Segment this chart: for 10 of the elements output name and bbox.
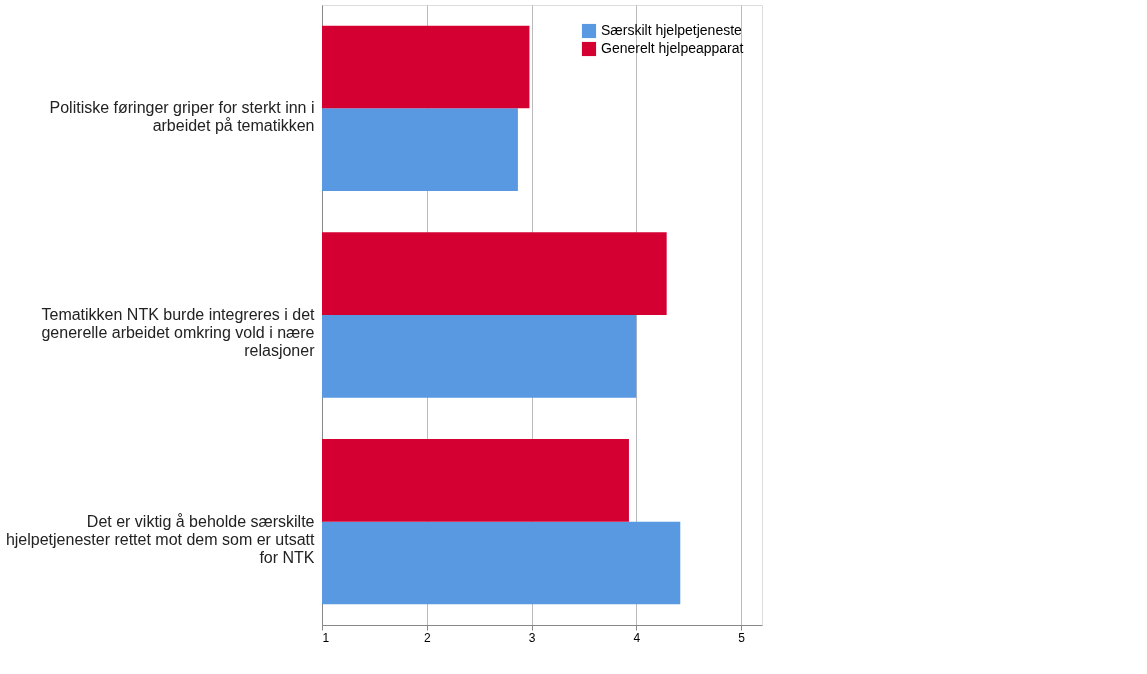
x-tick-label: 1 [322, 630, 330, 645]
x-tick-label: 2 [423, 630, 431, 645]
y-tick-label: Tematikken NTK burde integreres i det generelle arbeidet omkring vold i nære relasjoner [41, 306, 316, 359]
x-tick-label: 4 [633, 630, 641, 645]
y-tick-label: Politiske føringer griper for sterkt inn i arbeidet på tematikken [49, 99, 315, 135]
legend-label: Generelt hjelpeapparat [601, 40, 744, 56]
x-tick-label: 5 [738, 630, 746, 645]
y-tick-label: Det er viktig å beholde særskilte hjelpetjenester rettet mot dem som er utsatt for NTK [5, 512, 316, 566]
legend-label: Særskilt hjelpetjeneste [601, 22, 743, 38]
x-tick-label: 3 [528, 630, 536, 645]
